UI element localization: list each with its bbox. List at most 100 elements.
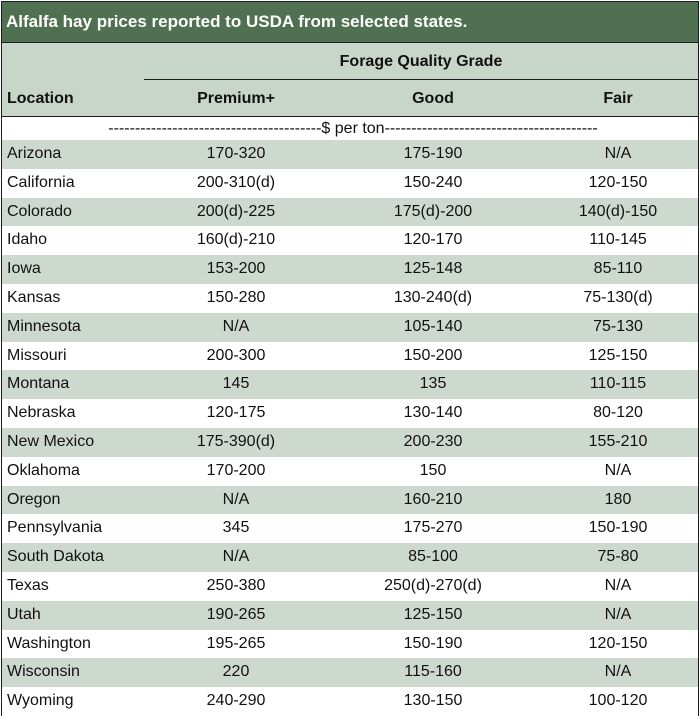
cell-fair: N/A — [604, 576, 632, 594]
cell-premium: 220 — [222, 663, 250, 681]
cell-location: Wyoming — [7, 692, 74, 710]
cell-good: 125-150 — [403, 605, 463, 623]
cell-location: Oklahoma — [7, 461, 80, 479]
cell-good: 135 — [419, 375, 447, 393]
cell-good: 120-170 — [403, 231, 463, 249]
cell-fair: 110-145 — [589, 231, 647, 249]
table-row: Pennsylvania 345 175-270 150-190 — [2, 514, 698, 544]
cell-location: Utah — [7, 605, 41, 623]
cell-premium: 250-380 — [206, 576, 266, 594]
table-row: Idaho 160(d)-210 120-170 110-145 — [2, 226, 698, 256]
table-row: Texas 250-380 250(d)-270(d) N/A — [2, 571, 698, 601]
table-row: Minnesota N/A 105-140 75-130 — [2, 312, 698, 342]
table-row: Missouri 200-300 150-200 125-150 — [2, 341, 698, 371]
cell-fair: N/A — [604, 461, 632, 479]
cell-fair: 85-110 — [593, 260, 643, 278]
cell-location: Iowa — [7, 260, 41, 278]
cell-location: Idaho — [7, 231, 48, 249]
cell-premium: 200(d)-225 — [196, 202, 276, 220]
cell-good: 115-160 — [404, 663, 462, 681]
cell-premium: 120-175 — [206, 404, 266, 422]
column-header-premium: Premium+ — [197, 90, 275, 107]
cell-premium: 153-200 — [206, 260, 266, 278]
table-row: South Dakota N/A 85-100 75-80 — [2, 543, 698, 572]
cell-premium: N/A — [222, 548, 250, 566]
cell-location: Pennsylvania — [7, 519, 103, 537]
table-row: Utah 190-265 125-150 N/A — [2, 600, 698, 630]
cell-location: California — [7, 173, 75, 191]
cell-good: 85-100 — [408, 548, 458, 566]
cell-fair: N/A — [604, 605, 632, 623]
table-row: Wisconsin 220 115-160 N/A — [2, 658, 698, 688]
cell-good: 175-190 — [403, 145, 463, 162]
cell-good: 130-140 — [403, 404, 463, 422]
cell-fair: N/A — [604, 663, 632, 681]
cell-location: Minnesota — [7, 317, 81, 335]
column-header-fair: Fair — [603, 90, 633, 107]
cell-fair: 120-150 — [588, 634, 648, 652]
cell-fair: 75-80 — [597, 548, 639, 566]
cell-location: Oregon — [7, 490, 61, 508]
cell-premium: 200-300 — [206, 346, 266, 364]
table-row: Oregon N/A 160-210 180 — [2, 485, 698, 515]
cell-fair: 100-120 — [588, 692, 648, 710]
cell-premium: 160(d)-210 — [196, 231, 276, 249]
table-title: Alfalfa hay prices reported to USDA from… — [2, 2, 698, 42]
table-row: Oklahoma 170-200 150 N/A — [2, 456, 698, 486]
cell-good: 105-140 — [403, 317, 463, 335]
cell-fair: 110-115 — [589, 375, 647, 393]
cell-good: 150-240 — [403, 173, 463, 191]
cell-premium: N/A — [222, 317, 250, 335]
cell-fair: 180 — [604, 490, 632, 508]
cell-good: 130-240(d) — [393, 288, 473, 306]
cell-premium: 200-310(d) — [196, 173, 276, 191]
cell-fair: 75-130(d) — [583, 288, 653, 306]
table-row: Nebraska 120-175 130-140 80-120 — [2, 399, 698, 428]
cell-good: 130-150 — [403, 692, 463, 710]
cell-location: Washington — [7, 634, 91, 652]
cell-premium: 190-265 — [206, 605, 266, 623]
cell-location: Arizona — [7, 145, 62, 162]
group-header-forage-quality: Forage Quality Grade — [339, 53, 503, 70]
cell-fair: 155-210 — [588, 432, 648, 450]
cell-location: Montana — [7, 375, 70, 393]
cell-good: 175(d)-200 — [393, 202, 473, 220]
table-row: Colorado 200(d)-225 175(d)-200 140(d)-150 — [2, 197, 698, 227]
cell-fair: N/A — [604, 145, 632, 162]
cell-good: 125-148 — [403, 260, 463, 278]
cell-location: New Mexico — [7, 432, 95, 450]
table-row: Montana 145 135 110-115 — [2, 370, 698, 400]
cell-location: South Dakota — [7, 548, 104, 566]
cell-fair: 75-130 — [593, 317, 643, 335]
cell-good: 150 — [419, 461, 447, 479]
cell-premium: 195-265 — [206, 634, 266, 652]
table-row: Washington 195-265 150-190 120-150 — [2, 629, 698, 659]
cell-premium: 345 — [222, 519, 250, 537]
column-header-good: Good — [412, 90, 454, 107]
cell-fair: 120-150 — [588, 173, 648, 191]
cell-location: Texas — [7, 576, 49, 594]
cell-fair: 125-150 — [588, 346, 648, 364]
table-row: Iowa 153-200 125-148 85-110 — [2, 255, 698, 284]
cell-good: 250(d)-270(d) — [384, 576, 482, 594]
cell-location: Wisconsin — [7, 663, 80, 681]
table-row: California 200-310(d) 150-240 120-150 — [2, 168, 698, 198]
cell-fair: 140(d)-150 — [578, 202, 658, 220]
cell-location: Nebraska — [7, 404, 76, 422]
units-row: ----------------------------------------… — [2, 117, 698, 140]
table-row: Kansas 150-280 130-240(d) 75-130(d) — [2, 283, 698, 313]
cell-good: 160-210 — [403, 490, 463, 508]
group-header-rule — [144, 79, 698, 80]
table-row: New Mexico 175-390(d) 200-230 155-210 — [2, 427, 698, 457]
cell-good: 150-190 — [403, 634, 463, 652]
cell-fair: 80-120 — [593, 404, 643, 422]
cell-location: Colorado — [7, 202, 72, 220]
cell-premium: 240-290 — [206, 692, 266, 710]
table-body: Arizona 170-320 175-190 N/A California 200-31… — [2, 140, 698, 716]
cell-location: Missouri — [7, 346, 67, 364]
table-row: Wyoming 240-290 130-150 100-120 — [2, 687, 698, 716]
cell-premium: 175-390(d) — [196, 432, 276, 450]
column-header-location: Location — [7, 90, 74, 107]
cell-premium: 170-320 — [206, 145, 266, 162]
